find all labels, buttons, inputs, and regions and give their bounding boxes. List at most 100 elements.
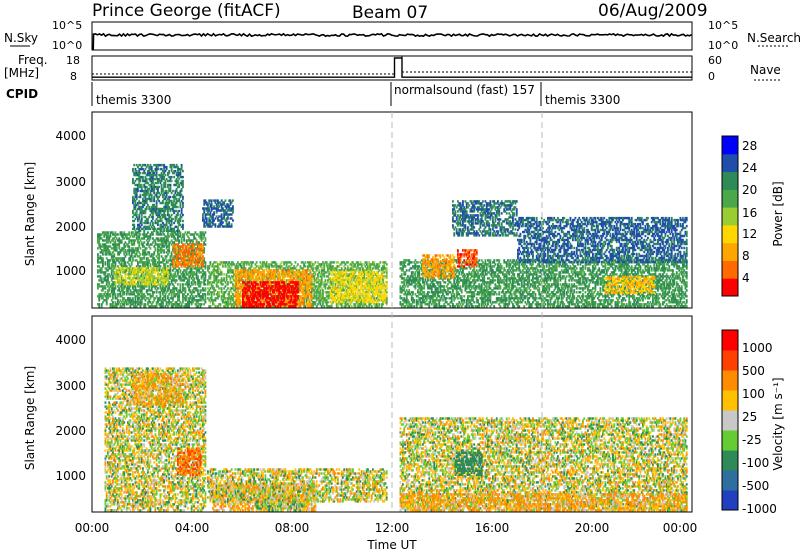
power-cell	[167, 271, 169, 274]
freq-trace	[92, 57, 692, 78]
power-cell	[167, 245, 169, 248]
power-cell	[148, 237, 151, 240]
power-cell	[165, 303, 168, 306]
power-cell	[203, 299, 206, 302]
power-cell	[104, 277, 107, 280]
power-cell	[140, 279, 143, 282]
power-cell	[188, 297, 191, 300]
power-cell	[174, 271, 177, 274]
power-cell	[139, 281, 142, 284]
power-cell	[192, 279, 194, 282]
power-cell	[203, 261, 206, 264]
power-cell	[100, 293, 103, 296]
power-cell	[189, 301, 192, 304]
power-cell	[155, 305, 158, 308]
power-cell	[202, 261, 204, 264]
power-cell	[122, 287, 124, 290]
power-cell	[173, 235, 176, 238]
power-cell	[203, 235, 206, 238]
power-cell	[157, 245, 159, 248]
power-cell	[142, 249, 144, 252]
power-cell	[140, 295, 143, 298]
power-cell	[150, 253, 153, 256]
power-cell	[370, 305, 373, 308]
power-cell	[120, 239, 123, 242]
power-cell	[180, 263, 183, 266]
power-cell	[193, 287, 196, 290]
power-cell	[163, 295, 166, 298]
power-cell	[127, 245, 129, 248]
power-cell	[193, 281, 196, 284]
power-cell	[159, 261, 162, 264]
power-cell	[132, 279, 134, 282]
power-cell	[119, 305, 122, 308]
power-cell	[157, 247, 159, 250]
power-cell	[159, 285, 162, 288]
power-cell	[177, 251, 179, 254]
power-cell	[199, 297, 202, 300]
power-cell	[182, 223, 184, 227]
power-cell	[127, 282, 129, 286]
power-cell	[163, 241, 166, 244]
power-cell	[124, 281, 127, 284]
power-cell	[107, 245, 109, 248]
power-cell	[118, 261, 121, 264]
power-cell	[152, 255, 154, 258]
power-cell	[184, 299, 187, 302]
power-cell	[132, 267, 134, 270]
power-cell	[114, 271, 117, 274]
power-cell	[137, 299, 139, 302]
power-cell	[202, 251, 204, 254]
power-cell	[200, 295, 203, 298]
power-cell	[109, 233, 112, 236]
power-cell	[143, 275, 146, 278]
power-cell	[145, 239, 148, 242]
power-cell	[180, 273, 183, 276]
power-cell	[184, 297, 187, 300]
power-cell	[147, 271, 149, 274]
power-cell	[139, 279, 142, 282]
power-cell	[104, 253, 107, 256]
power-cell	[135, 295, 138, 298]
power-cell	[165, 255, 168, 258]
power-cell	[173, 293, 176, 296]
power-cell	[183, 233, 186, 236]
power-cell	[112, 303, 114, 306]
power-cell	[198, 267, 201, 270]
power-cell	[105, 233, 108, 236]
power-cell	[149, 263, 152, 266]
power-cell	[129, 249, 132, 252]
power-cell	[104, 251, 107, 254]
power-cell	[102, 231, 104, 234]
power-cell	[220, 287, 223, 290]
power-cell	[203, 249, 206, 252]
power-cell	[149, 247, 152, 250]
power-cell	[145, 261, 148, 264]
power-cell	[118, 245, 121, 248]
power-cell	[104, 287, 107, 290]
power-cell	[107, 241, 109, 244]
power-cell	[120, 287, 123, 290]
power-cell	[118, 269, 121, 272]
power-cell	[197, 289, 199, 292]
power-cell	[153, 265, 156, 268]
power-cell	[170, 255, 173, 258]
power-cell	[168, 301, 171, 304]
power-cell	[97, 237, 99, 240]
power-cell	[140, 241, 143, 244]
power-cell	[107, 251, 109, 254]
power-cell	[160, 241, 163, 244]
power-cell	[100, 245, 103, 248]
power-cell	[98, 303, 101, 306]
power-cell	[197, 293, 199, 296]
power-cell	[117, 285, 119, 288]
power-cell	[155, 243, 158, 246]
power-cell	[170, 253, 173, 256]
power-cell	[120, 235, 123, 238]
power-cell	[128, 281, 131, 284]
power-cell	[189, 269, 192, 272]
power-cell	[158, 259, 161, 262]
power-cell	[170, 275, 173, 278]
power-cell	[152, 291, 154, 294]
power-cell	[104, 243, 107, 246]
